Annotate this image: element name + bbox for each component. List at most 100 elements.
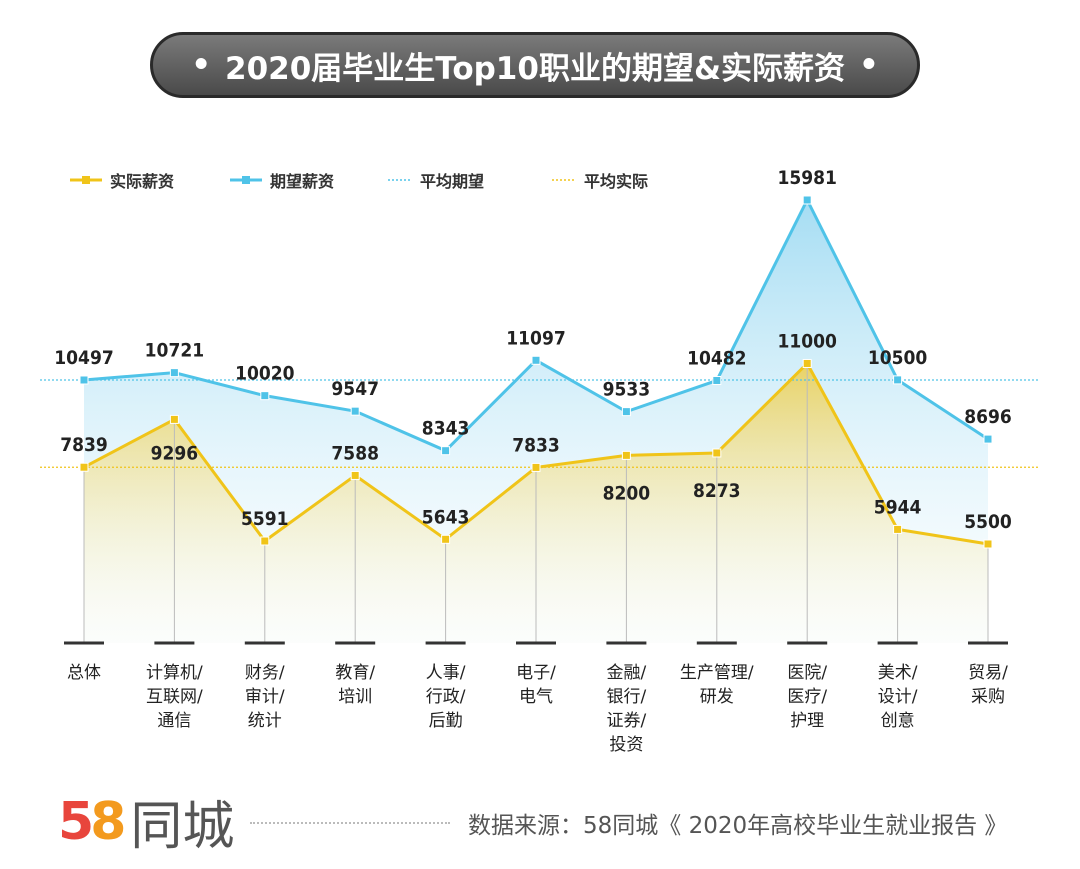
x-tick-label-line: 财务/ xyxy=(245,663,285,683)
x-tick-label-line: 证券/ xyxy=(607,711,647,731)
legend-expected-label: 期望薪资 xyxy=(270,172,335,191)
x-tick-label-line: 研发 xyxy=(700,687,734,707)
x-tick-label-line: 生产管理/ xyxy=(680,663,754,683)
expected-data-label: 10482 xyxy=(687,347,746,369)
x-tick-label: 财务/审计/统计 xyxy=(245,663,285,731)
legend-expected-swatch xyxy=(230,176,262,184)
legend-avg-expected-swatch xyxy=(388,179,412,181)
title-text: 2020届毕业生Top10职业的期望&实际薪资 xyxy=(225,50,845,87)
expected-point xyxy=(260,391,270,401)
x-tick-label: 贸易/采购 xyxy=(968,663,1008,707)
actual-point xyxy=(983,539,993,549)
58-tongcheng-logo: 5 8 同城 xyxy=(58,784,234,859)
expected-data-label: 8343 xyxy=(422,418,470,440)
legend-avg-expected: 平均期望 xyxy=(388,168,484,192)
x-tick-label-line: 电气 xyxy=(519,687,553,707)
actual-point xyxy=(712,448,722,458)
x-tick-label: 电子/电气 xyxy=(516,663,556,707)
logo-digit-5: 5 xyxy=(58,791,95,852)
chart-plot: 10497 10721 10020 9547 8343 11097 9533 10482 159… xyxy=(40,167,1040,755)
legend-avg-actual: 平均实际 xyxy=(552,168,648,192)
actual-data-label: 7588 xyxy=(331,442,379,464)
legend-actual-swatch xyxy=(70,176,102,184)
x-tick-label-line: 银行/ xyxy=(607,687,647,707)
expected-point xyxy=(350,406,360,416)
x-tick-label-line: 通信 xyxy=(157,711,191,731)
x-tick-label-line: 人事/ xyxy=(426,663,466,683)
actual-point xyxy=(350,470,360,480)
actual-data-label: 9296 xyxy=(151,442,199,464)
x-tick-label-line: 医疗/ xyxy=(787,687,827,707)
expected-point xyxy=(441,446,451,456)
x-tick-label-line: 培训 xyxy=(338,687,372,707)
expected-data-label: 15981 xyxy=(777,167,836,189)
title-bullet-left: • xyxy=(191,47,212,83)
x-tick-label-line: 统计 xyxy=(248,711,282,731)
expected-data-label: 10020 xyxy=(235,363,295,385)
actual-data-label: 11000 xyxy=(777,330,837,352)
x-tick-label-line: 教育/ xyxy=(335,663,375,683)
logo-text: 同城 xyxy=(130,797,235,857)
actual-point xyxy=(169,414,179,424)
expected-point xyxy=(621,407,631,417)
expected-data-label: 10497 xyxy=(54,347,113,369)
expected-data-label: 11097 xyxy=(506,327,565,349)
legend-actual-label: 实际薪资 xyxy=(110,172,175,191)
actual-data-label: 8273 xyxy=(693,480,741,502)
actual-point xyxy=(79,462,89,472)
expected-point xyxy=(983,434,993,444)
x-tick-label: 金融/银行/证券/投资 xyxy=(607,663,647,755)
x-tick-label-line: 创意 xyxy=(881,711,915,731)
legend-avg-actual-swatch xyxy=(552,179,576,181)
x-tick-label: 美术/设计/创意 xyxy=(878,663,918,731)
x-tick-label-line: 后勤 xyxy=(429,711,463,731)
actual-point xyxy=(893,524,903,534)
actual-data-label: 5944 xyxy=(874,496,922,518)
expected-point xyxy=(169,368,179,378)
actual-point xyxy=(531,462,541,472)
x-tick-label-line: 护理 xyxy=(790,711,824,731)
x-tick-label-line: 采购 xyxy=(971,687,1005,707)
x-tick-label: 教育/培训 xyxy=(335,663,375,707)
actual-data-label: 5643 xyxy=(422,506,470,528)
x-tick-label-line: 电子/ xyxy=(516,663,556,683)
expected-point xyxy=(79,375,89,385)
legend-actual: 实际薪资 xyxy=(70,168,174,192)
actual-data-label: 8200 xyxy=(603,482,651,504)
x-tick-label: 计算机/互联网/通信 xyxy=(146,663,203,731)
expected-point xyxy=(893,375,903,385)
actual-data-label: 5591 xyxy=(241,508,289,530)
expected-data-label: 10721 xyxy=(145,340,204,362)
x-tick-label-line: 设计/ xyxy=(878,687,918,707)
x-tick-label: 人事/行政/后勤 xyxy=(426,663,466,731)
actual-point xyxy=(441,534,451,544)
x-tick-label-line: 金融/ xyxy=(607,663,647,683)
expected-point xyxy=(802,195,812,205)
actual-data-label: 5500 xyxy=(964,511,1012,533)
x-tick-label-line: 美术/ xyxy=(878,663,918,683)
x-tick-label-line: 总体 xyxy=(67,663,101,683)
x-tick-label-line: 行政/ xyxy=(426,687,466,707)
title-bullet-right: • xyxy=(858,47,879,83)
legend: 实际薪资 期望薪资 平均期望 平均实际 xyxy=(0,168,700,192)
expected-data-label: 8696 xyxy=(964,406,1012,428)
x-tick-label-line: 投资 xyxy=(609,735,643,755)
footer-divider xyxy=(250,822,450,824)
actual-data-label: 7839 xyxy=(60,434,108,456)
expected-data-label: 9533 xyxy=(603,379,651,401)
actual-point xyxy=(260,536,270,546)
expected-point xyxy=(531,355,541,365)
expected-point xyxy=(712,375,722,385)
x-tick-label-line: 计算机/ xyxy=(146,663,203,683)
logo-digit-8: 8 xyxy=(90,791,127,852)
x-tick-label-line: 审计/ xyxy=(245,687,285,707)
actual-point xyxy=(802,358,812,368)
actual-point xyxy=(621,450,631,460)
x-tick-label-line: 医院/ xyxy=(787,663,827,683)
x-tick-label: 生产管理/研发 xyxy=(680,663,754,707)
legend-avg-expected-label: 平均期望 xyxy=(420,172,485,191)
expected-data-label: 9547 xyxy=(331,378,379,400)
x-tick-label: 医院/医疗/护理 xyxy=(787,663,827,731)
expected-data-label: 10500 xyxy=(868,347,928,369)
x-tick-label: 总体 xyxy=(67,663,101,683)
